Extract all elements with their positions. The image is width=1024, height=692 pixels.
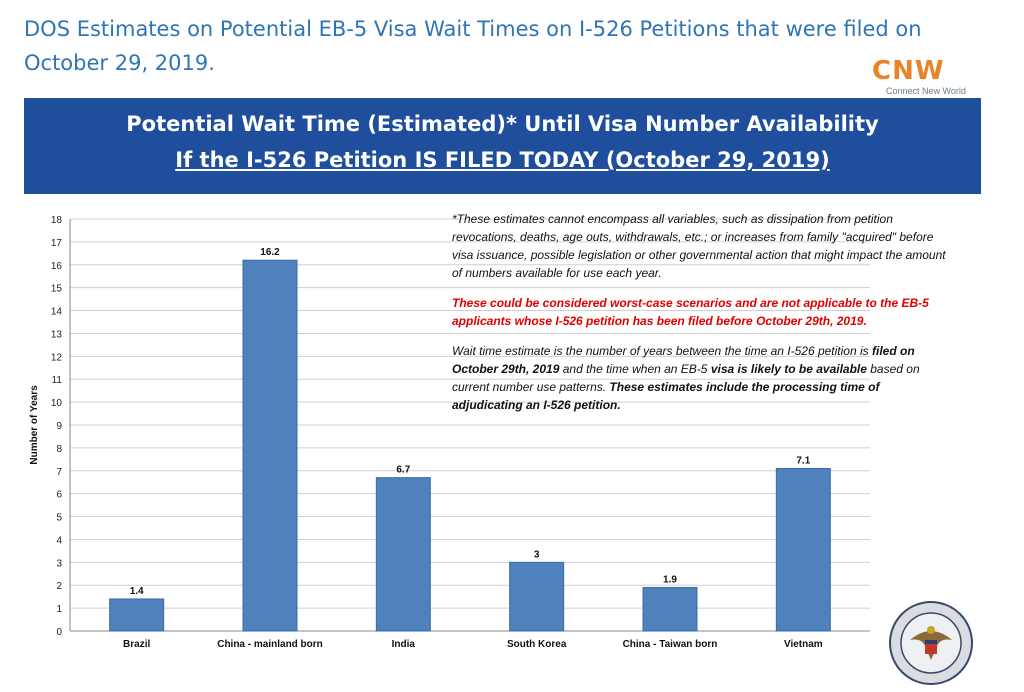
y-tick-label: 0 (56, 627, 62, 638)
bar-3 (509, 561, 565, 632)
y-tick-label: 6 (56, 490, 62, 501)
banner-title-line1: Potential Wait Time (Estimated)* Until V… (126, 112, 879, 136)
data-label: 16.2 (260, 247, 280, 258)
y-tick-label: 14 (51, 307, 63, 318)
data-label: 3 (534, 549, 540, 560)
bar-2 (375, 477, 431, 632)
y-tick-label: 2 (56, 581, 62, 592)
y-tick-label: 3 (56, 558, 62, 569)
y-tick-label: 10 (51, 398, 63, 409)
y-tick-label: 12 (51, 352, 63, 363)
note-warning: These could be considered worst-case sce… (452, 296, 929, 328)
y-tick-label: 13 (51, 329, 63, 340)
cnw-logo: CNW Connect New World (872, 56, 982, 98)
note-def-part5: based on current number use patterns. (452, 362, 920, 394)
y-tick-label: 4 (56, 535, 62, 546)
data-label: 1.4 (130, 586, 144, 597)
y-tick-label: 9 (56, 421, 62, 432)
note-def-part4: visa is likely to be available (710, 362, 867, 376)
y-axis-title: Number of Years (29, 385, 40, 465)
bar-1 (242, 259, 298, 632)
data-label: 7.1 (796, 455, 810, 466)
x-category-label: South Korea (507, 639, 567, 650)
x-category-label: Brazil (123, 639, 150, 650)
data-label: 1.9 (663, 575, 677, 586)
x-category-label: China - Taiwan born (623, 639, 718, 650)
bar-5 (775, 467, 831, 632)
note-disclaimer: *These estimates cannot encompass all va… (452, 212, 946, 280)
note-def-part3: and the time when an EB-5 (559, 362, 711, 376)
y-tick-label: 7 (56, 467, 62, 478)
note-def-part1: Wait time estimate is the number of year… (452, 344, 872, 358)
bar-0 (109, 598, 165, 632)
note-definition: Wait time estimate is the number of year… (452, 342, 952, 414)
y-tick-label: 11 (52, 375, 63, 386)
logo-tagline: Connect New World (886, 86, 966, 96)
department-of-state-seal (889, 601, 973, 685)
y-tick-label: 8 (56, 444, 62, 455)
data-label: 6.7 (396, 465, 410, 476)
bar-4 (642, 587, 698, 632)
x-category-label: Vietnam (784, 639, 823, 650)
y-tick-label: 16 (51, 261, 63, 272)
y-tick-label: 17 (51, 238, 63, 249)
x-category-label: India (392, 639, 416, 650)
chart-notes: *These estimates cannot encompass all va… (452, 210, 952, 426)
page-title: DOS Estimates on Potential EB-5 Visa Wai… (24, 17, 922, 75)
banner-title-line2: If the I-526 Petition IS FILED TODAY (Oc… (175, 148, 830, 172)
note-def-part2: filed on October 29th, 2019 (452, 344, 915, 376)
y-tick-label: 15 (51, 284, 63, 295)
y-tick-label: 1 (56, 604, 62, 615)
logo-mark: CNW (872, 56, 945, 86)
y-tick-label: 5 (56, 513, 62, 524)
x-category-label: China - mainland born (217, 639, 323, 650)
y-tick-label: 18 (51, 215, 63, 226)
chart-banner: Potential Wait Time (Estimated)* Until V… (24, 98, 981, 194)
note-def-part6: These estimates include the processing t… (452, 380, 880, 412)
